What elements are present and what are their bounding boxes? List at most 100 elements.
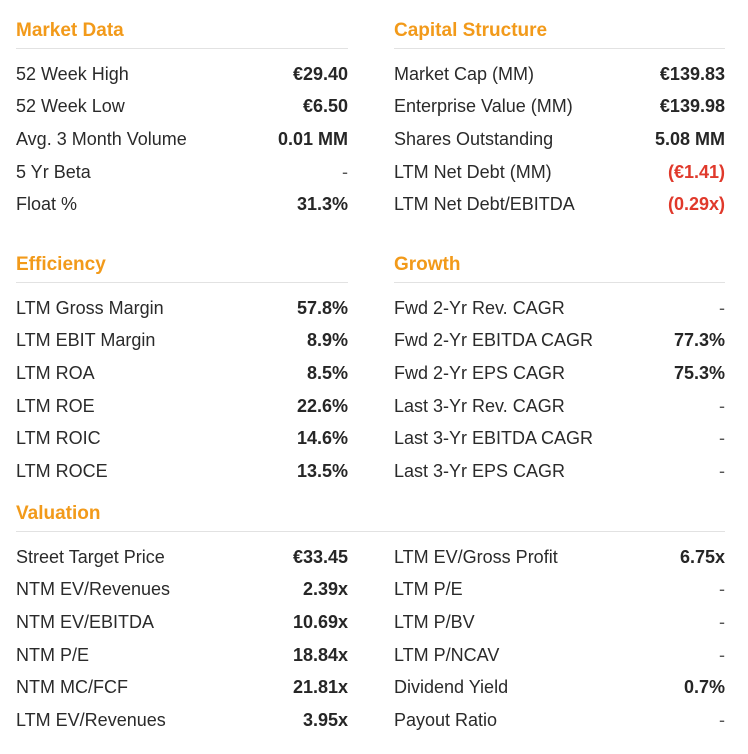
- metric-label: 52 Week Low: [16, 96, 125, 117]
- metric-value: 13.5%: [296, 460, 348, 481]
- valuation-right-column: LTM EV/Gross Profit 6.75x LTM P/E - LTM P/…: [394, 541, 725, 737]
- valuation-left-column: Street Target Price €33.45 NTM EV/Revenue…: [16, 541, 348, 737]
- metric-label: NTM P/E: [16, 644, 90, 665]
- section-title: Capital Structure: [394, 16, 725, 49]
- metric-label: Street Target Price: [16, 546, 165, 567]
- metric-value: €6.50: [302, 96, 348, 117]
- metric-label: Fwd 2-Yr EBITDA CAGR: [394, 330, 594, 351]
- metric-label: Fwd 2-Yr Rev. CAGR: [394, 297, 565, 318]
- section-title: Market Data: [16, 16, 348, 49]
- metric-value: 8.9%: [306, 330, 348, 351]
- metric-value-negative: (0.29x): [667, 194, 725, 215]
- metric-row: LTM P/NCAV -: [394, 639, 725, 672]
- metric-value: 0.7%: [683, 677, 725, 698]
- section-title: Efficiency: [16, 250, 348, 283]
- valuation-section: Valuation Street Target Price €33.45 NTM …: [16, 499, 725, 737]
- metric-value: 0.01 MM: [277, 128, 348, 149]
- metric-value: -: [719, 428, 725, 449]
- metric-value: €29.40: [292, 63, 348, 84]
- efficiency-section: Efficiency LTM Gross Margin 57.8% LTM EBI…: [16, 250, 348, 488]
- metric-label: 5 Yr Beta: [16, 161, 91, 182]
- metric-row: Avg. 3 Month Volume 0.01 MM: [16, 123, 348, 156]
- metric-value: -: [342, 161, 348, 182]
- metric-row: NTM EV/EBITDA 10.69x: [16, 606, 348, 639]
- metric-value: €139.83: [659, 63, 725, 84]
- growth-section: Growth Fwd 2-Yr Rev. CAGR - Fwd 2-Yr EBIT…: [394, 250, 725, 488]
- metric-value: 21.81x: [292, 677, 348, 698]
- metric-value: -: [719, 644, 725, 665]
- metric-row: Payout Ratio -: [394, 704, 725, 737]
- metric-value: 6.75x: [679, 546, 725, 567]
- metric-row: 52 Week High €29.40: [16, 58, 348, 91]
- metric-label: NTM EV/EBITDA: [16, 611, 155, 632]
- metric-label: Market Cap (MM): [394, 63, 535, 84]
- metric-row: Last 3-Yr Rev. CAGR -: [394, 390, 725, 423]
- metric-row: LTM Net Debt/EBITDA (0.29x): [394, 188, 725, 221]
- metric-label: LTM P/BV: [394, 611, 475, 632]
- metric-value: 3.95x: [302, 709, 348, 730]
- section-title: Growth: [394, 250, 725, 283]
- growth-rows: Fwd 2-Yr Rev. CAGR - Fwd 2-Yr EBITDA CAGR…: [394, 292, 725, 488]
- efficiency-rows: LTM Gross Margin 57.8% LTM EBIT Margin 8.9…: [16, 292, 348, 488]
- metric-value: 14.6%: [296, 428, 348, 449]
- metric-value: -: [719, 460, 725, 481]
- metric-row: Fwd 2-Yr EPS CAGR 75.3%: [394, 357, 725, 390]
- metric-row: NTM P/E 18.84x: [16, 639, 348, 672]
- metric-row: LTM ROCE 13.5%: [16, 455, 348, 488]
- metric-row: Dividend Yield 0.7%: [394, 671, 725, 704]
- metric-value: 77.3%: [673, 330, 725, 351]
- metric-row: LTM Net Debt (MM) (€1.41): [394, 156, 725, 189]
- metric-row: Float % 31.3%: [16, 188, 348, 221]
- metric-row: Fwd 2-Yr Rev. CAGR -: [394, 292, 725, 325]
- metric-row: Last 3-Yr EPS CAGR -: [394, 455, 725, 488]
- metric-value: €139.98: [659, 96, 725, 117]
- metric-value: 57.8%: [296, 297, 348, 318]
- metric-value: 5.08 MM: [654, 128, 725, 149]
- capital-structure-section: Capital Structure Market Cap (MM) €139.83…: [394, 16, 725, 221]
- metric-label: LTM Net Debt (MM): [394, 161, 552, 182]
- metric-value: 31.3%: [296, 194, 348, 215]
- market-data-section: Market Data 52 Week High €29.40 52 Week L…: [16, 16, 348, 221]
- metric-row: Last 3-Yr EBITDA CAGR -: [394, 422, 725, 455]
- metric-label: Avg. 3 Month Volume: [16, 128, 187, 149]
- metric-label: Last 3-Yr EPS CAGR: [394, 460, 566, 481]
- capital-structure-rows: Market Cap (MM) €139.83 Enterprise Value …: [394, 58, 725, 221]
- metric-row: Shares Outstanding 5.08 MM: [394, 123, 725, 156]
- metric-label: Last 3-Yr EBITDA CAGR: [394, 428, 594, 449]
- metric-label: 52 Week High: [16, 63, 129, 84]
- metric-label: NTM MC/FCF: [16, 677, 128, 698]
- metric-row: LTM ROE 22.6%: [16, 390, 348, 423]
- metric-value-negative: (€1.41): [667, 161, 725, 182]
- metric-value: -: [719, 297, 725, 318]
- metric-row: Market Cap (MM) €139.83: [394, 58, 725, 91]
- metric-value: 22.6%: [296, 395, 348, 416]
- metric-row: LTM EV/Gross Profit 6.75x: [394, 541, 725, 574]
- metric-value: 75.3%: [673, 362, 725, 383]
- metric-label: LTM EBIT Margin: [16, 330, 156, 351]
- metric-row: LTM EBIT Margin 8.9%: [16, 325, 348, 358]
- metric-label: LTM P/NCAV: [394, 644, 500, 665]
- metric-row: Fwd 2-Yr EBITDA CAGR 77.3%: [394, 325, 725, 358]
- metric-value: -: [719, 579, 725, 600]
- metric-row: LTM EV/Revenues 3.95x: [16, 704, 348, 737]
- metric-label: LTM ROCE: [16, 460, 108, 481]
- valuation-columns: Street Target Price €33.45 NTM EV/Revenue…: [16, 541, 725, 737]
- metric-row: LTM P/E -: [394, 574, 725, 607]
- metric-value: -: [719, 395, 725, 416]
- metric-row: LTM ROA 8.5%: [16, 357, 348, 390]
- metric-label: Last 3-Yr Rev. CAGR: [394, 395, 565, 416]
- metric-row: LTM P/BV -: [394, 606, 725, 639]
- metric-value: -: [719, 611, 725, 632]
- metric-label: Float %: [16, 194, 78, 215]
- metric-row: 52 Week Low €6.50: [16, 91, 348, 124]
- metric-row: Enterprise Value (MM) €139.98: [394, 91, 725, 124]
- metric-value: €33.45: [292, 546, 348, 567]
- metric-value: -: [719, 709, 725, 730]
- metric-value: 8.5%: [306, 362, 348, 383]
- metric-label: Payout Ratio: [394, 709, 498, 730]
- metric-label: LTM EV/Revenues: [16, 709, 166, 730]
- metric-label: Dividend Yield: [394, 677, 509, 698]
- metric-label: Enterprise Value (MM): [394, 96, 573, 117]
- metric-value: 10.69x: [292, 611, 348, 632]
- metric-label: Fwd 2-Yr EPS CAGR: [394, 362, 566, 383]
